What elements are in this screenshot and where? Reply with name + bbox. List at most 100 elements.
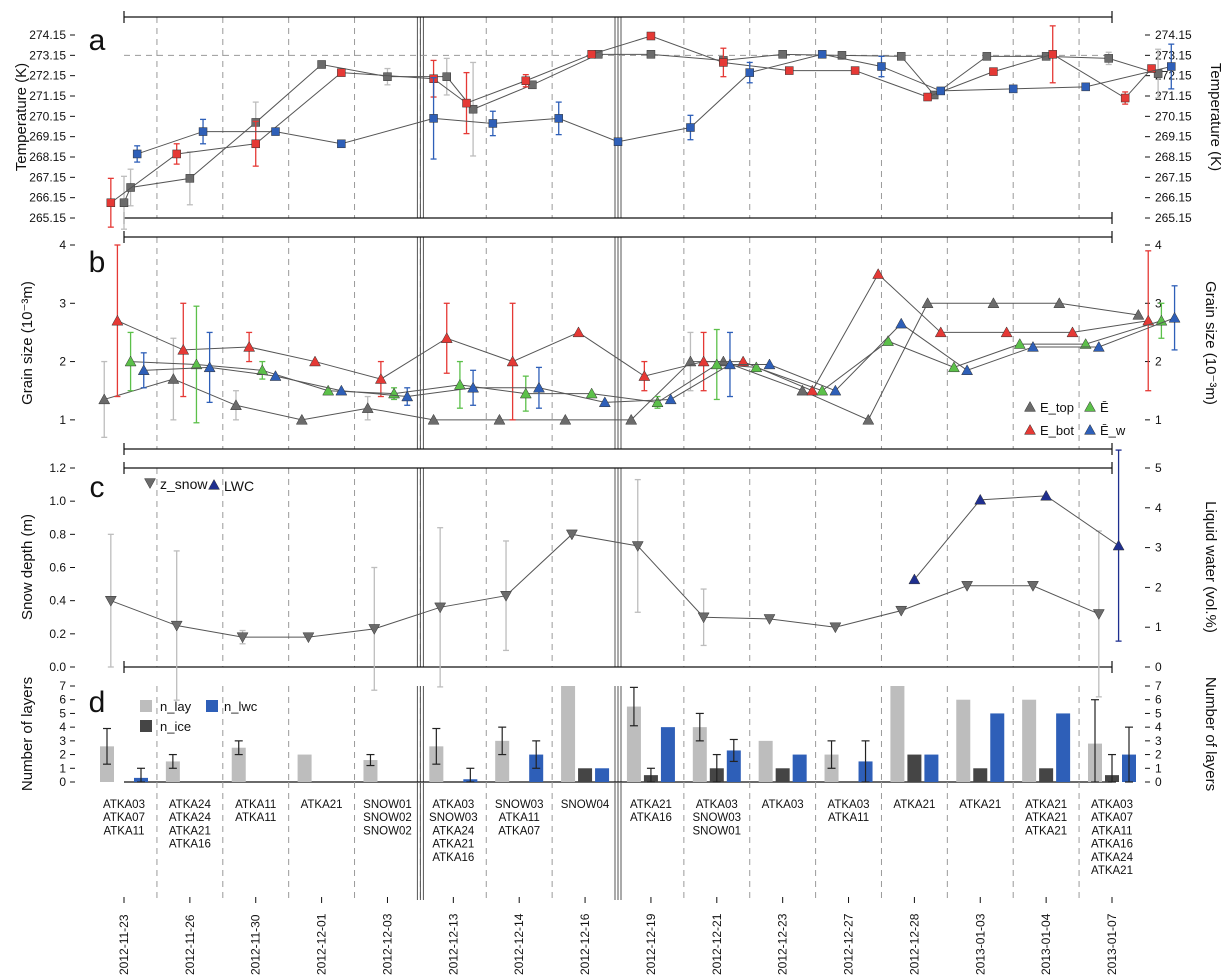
bar	[758, 740, 773, 782]
series-line	[123, 53, 1159, 203]
legend-marker	[1024, 400, 1036, 412]
probe-label: ATKA21	[169, 825, 211, 837]
date-label: 2013-01-04	[1039, 913, 1053, 975]
y-tick-label: 1	[1155, 761, 1162, 775]
probe-label: ATKA21	[959, 799, 1001, 811]
data-point	[434, 602, 447, 614]
date-label: 2012-11-23	[117, 914, 131, 975]
data-point	[190, 358, 203, 370]
bar	[726, 750, 741, 782]
data-point	[1167, 62, 1176, 71]
data-point	[519, 387, 532, 399]
bar	[792, 754, 807, 782]
y2-tick-label: 5	[1155, 461, 1162, 475]
probe-label: ATKA21	[1091, 865, 1133, 877]
data-point	[230, 399, 242, 410]
probe-label: SNOW01	[693, 825, 742, 837]
y-tick-label: 269.15	[29, 130, 66, 144]
y-tick-label: 267.15	[29, 170, 66, 184]
y2-tick-label: 4	[1155, 501, 1162, 515]
data-point	[269, 370, 282, 381]
data-point	[322, 384, 335, 396]
data-point	[587, 50, 596, 59]
data-point	[816, 384, 829, 396]
probe-label: ATKA11	[828, 812, 869, 824]
legend-marker	[208, 478, 220, 490]
data-point	[559, 413, 572, 425]
y-tick-label: 270.15	[29, 109, 66, 123]
data-point	[982, 52, 992, 61]
data-point	[565, 529, 578, 541]
data-point	[638, 370, 651, 381]
data-point	[124, 355, 137, 367]
y-tick-label: 1.2	[49, 461, 66, 475]
y-tick-label: 0	[1155, 775, 1162, 789]
bar	[1022, 699, 1037, 782]
y-tick-label: 273.15	[1155, 48, 1192, 62]
y-tick-label: 265.15	[29, 211, 66, 225]
data-point	[167, 373, 180, 384]
data-point	[936, 86, 945, 96]
data-point	[717, 355, 730, 367]
y-tick-label: 7	[59, 679, 66, 693]
y-tick-label: 5	[59, 706, 66, 720]
data-point	[236, 632, 249, 644]
data-point	[572, 326, 585, 338]
data-point	[440, 332, 453, 343]
y-tick-label: 266.15	[29, 191, 66, 205]
data-point	[137, 364, 150, 375]
legend-marker	[1084, 400, 1096, 412]
data-point	[908, 573, 921, 585]
data-point	[368, 624, 381, 635]
bar	[907, 754, 922, 782]
data-point	[1048, 50, 1057, 59]
data-point	[882, 335, 894, 346]
data-point	[302, 632, 315, 644]
probe-label: ATKA11	[103, 825, 144, 837]
data-point	[271, 127, 280, 136]
y2-axis-label: Number of layers	[1202, 677, 1219, 791]
y-tick-label: 2	[59, 355, 66, 369]
date-label: 2012-12-01	[315, 913, 329, 975]
data-point	[1027, 581, 1039, 592]
y-tick-label: 4	[59, 238, 66, 252]
data-point	[934, 326, 947, 338]
bar	[660, 727, 675, 782]
probe-label: SNOW02	[363, 825, 412, 837]
legend-label: Ē_w	[1100, 423, 1126, 438]
data-point	[500, 591, 512, 602]
probe-label: ATKA03	[103, 799, 145, 811]
data-point	[1000, 326, 1013, 338]
data-point	[1147, 64, 1156, 73]
data-point	[877, 62, 886, 71]
bar	[297, 754, 312, 782]
date-label: 2012-11-26	[183, 914, 197, 975]
data-point	[829, 622, 842, 634]
data-point	[750, 361, 763, 373]
probe-label: SNOW04	[561, 799, 610, 811]
legend-label: Ē	[1100, 400, 1109, 415]
data-point	[651, 396, 664, 408]
y-tick-label: 265.15	[1155, 211, 1192, 225]
y-tick-label: 268.15	[29, 150, 66, 164]
y-tick-label: 0.2	[49, 627, 66, 641]
series-line	[914, 495, 1119, 580]
y-tick-label: 1	[59, 413, 66, 427]
probe-label: ATKA03	[432, 799, 474, 811]
data-point	[1081, 82, 1090, 92]
y-tick-label: 6	[1155, 693, 1162, 707]
probe-label: SNOW03	[429, 812, 478, 824]
data-point	[686, 123, 695, 132]
data-point	[1120, 93, 1130, 103]
bar	[165, 761, 180, 782]
y-tick-label: 0.6	[49, 561, 66, 575]
data-point	[806, 384, 819, 396]
data-point	[697, 355, 710, 367]
data-point	[1112, 539, 1125, 551]
probe-label: ATKA07	[1091, 812, 1133, 824]
bar	[231, 747, 246, 782]
data-point	[664, 393, 677, 405]
legend-marker	[1084, 423, 1096, 435]
y2-tick-label: 1	[1155, 620, 1162, 634]
